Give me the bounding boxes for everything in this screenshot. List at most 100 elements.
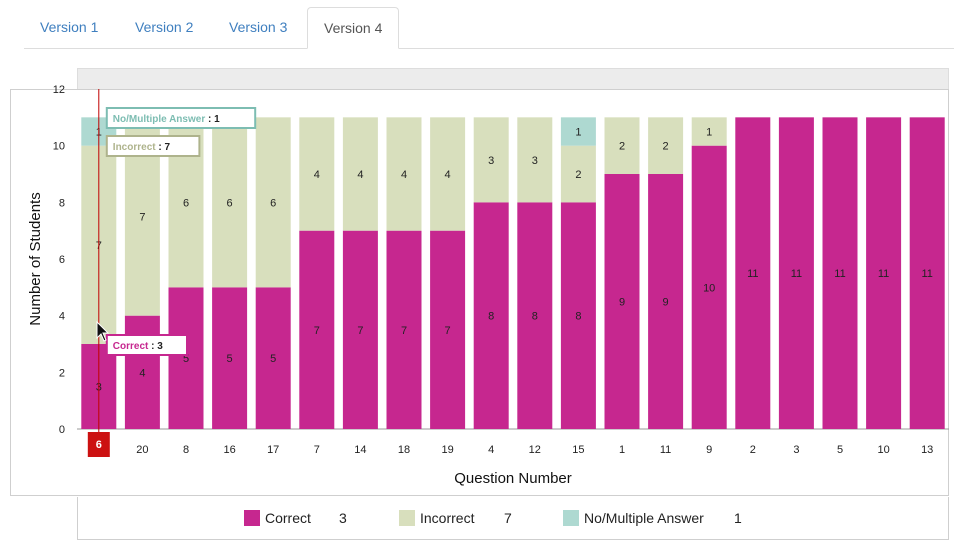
legend-label-correct: Correct xyxy=(265,510,311,526)
data-label-correct: 7 xyxy=(357,325,363,337)
tooltip-value: : 7 xyxy=(156,142,171,153)
data-label-incorrect: 2 xyxy=(619,141,625,153)
y-tick-label: 10 xyxy=(53,141,65,153)
legend-swatch-no-answer xyxy=(563,510,579,526)
x-tick-label: 3 xyxy=(793,444,799,456)
x-tick-label: 6 xyxy=(96,439,102,451)
x-tick-label: 4 xyxy=(488,444,494,456)
tooltip-box xyxy=(105,107,257,129)
x-tick-label: 18 xyxy=(398,444,410,456)
data-label-incorrect: 4 xyxy=(314,169,320,181)
tooltip-text: Incorrect : 7 xyxy=(113,142,171,153)
x-tick-label: 16 xyxy=(223,444,235,456)
legend-label-no-answer: No/Multiple Answer xyxy=(584,510,704,526)
data-label-incorrect: 2 xyxy=(575,169,581,181)
tooltip-value: : 1 xyxy=(205,114,220,125)
highlighted-x-tick-badge xyxy=(87,432,110,457)
bar-incorrect xyxy=(430,117,466,231)
data-label-correct: 11 xyxy=(791,268,802,280)
legend-value-no-answer: 1 xyxy=(734,510,742,526)
data-label-incorrect: 4 xyxy=(401,169,407,181)
tab-version-3[interactable]: Version 3 xyxy=(229,19,288,35)
tooltip-box xyxy=(105,334,188,356)
data-label-correct: 4 xyxy=(139,367,145,379)
data-label-correct: 9 xyxy=(619,297,625,309)
data-label-correct: 11 xyxy=(747,268,758,280)
bar-correct xyxy=(560,202,596,429)
tooltip-series: Correct xyxy=(113,341,149,352)
tooltip-box xyxy=(105,135,201,157)
legend-label-incorrect: Incorrect xyxy=(420,510,475,526)
x-axis-title: Question Number xyxy=(454,470,572,487)
tab-version-4[interactable]: Version 4 xyxy=(307,7,400,49)
y-tick-label: 12 xyxy=(53,84,65,96)
chart-panel xyxy=(10,89,949,496)
tooltip-correct: Correct : 3 xyxy=(105,334,188,356)
data-label-incorrect: 6 xyxy=(183,197,189,209)
x-tick-label: 14 xyxy=(354,444,366,456)
bar-correct xyxy=(604,174,640,429)
x-tick-label: 17 xyxy=(267,444,279,456)
data-label-incorrect: 2 xyxy=(663,141,669,153)
bar-correct xyxy=(909,117,945,429)
data-label-incorrect: 1 xyxy=(706,127,712,139)
mouse-cursor-icon xyxy=(96,320,110,342)
x-tick-label: 12 xyxy=(529,444,541,456)
x-tick-label: 8 xyxy=(183,444,189,456)
tooltip-incorrect: Incorrect : 7 xyxy=(105,135,201,157)
bar-correct xyxy=(822,117,858,429)
x-tick-label: 7 xyxy=(314,444,320,456)
x-tick-label: 11 xyxy=(660,444,671,456)
x-tick-label: 1 xyxy=(619,444,625,456)
data-label-correct: 8 xyxy=(532,311,538,323)
chart-header-strip xyxy=(77,68,949,89)
bar-incorrect xyxy=(691,117,727,146)
bar-incorrect xyxy=(386,117,422,231)
data-label-incorrect: 3 xyxy=(488,155,494,167)
tooltip-series: Incorrect xyxy=(113,142,156,153)
bar-no-answer xyxy=(560,117,596,146)
x-tick-label: 2 xyxy=(750,444,756,456)
x-tick-label: 20 xyxy=(136,444,148,456)
bar-correct xyxy=(168,287,204,429)
data-label-correct: 11 xyxy=(834,268,845,280)
bar-correct xyxy=(473,202,509,429)
bar-incorrect xyxy=(299,117,335,231)
bar-incorrect xyxy=(560,145,596,203)
legend-value-correct: 3 xyxy=(339,510,347,526)
bar-incorrect xyxy=(648,117,684,174)
data-label-no-answer: 1 xyxy=(575,127,581,139)
data-label-incorrect: 3 xyxy=(532,155,538,167)
legend-value-incorrect: 7 xyxy=(504,510,512,526)
tooltip-series: No/Multiple Answer xyxy=(113,114,206,125)
data-label-incorrect: 4 xyxy=(357,169,363,181)
x-tick-label: 5 xyxy=(837,444,843,456)
data-label-correct: 7 xyxy=(401,325,407,337)
bar-correct xyxy=(386,230,422,429)
tooltip-no-multiple-answer: No/Multiple Answer : 1 xyxy=(105,107,257,129)
data-label-correct: 7 xyxy=(314,325,320,337)
bar-incorrect xyxy=(517,117,553,203)
bar-correct xyxy=(255,287,291,429)
tab-version-2[interactable]: Version 2 xyxy=(135,19,194,35)
bar-correct xyxy=(866,117,902,429)
bar-correct xyxy=(299,230,335,429)
bar-correct xyxy=(735,117,771,429)
tooltip-value: : 3 xyxy=(148,341,163,352)
data-label-incorrect: 6 xyxy=(270,197,276,209)
x-tick-label: 9 xyxy=(706,444,712,456)
bar-correct xyxy=(212,287,248,429)
stacked-bar-chart: 0246810123716472056856165617747741474187… xyxy=(27,84,949,487)
x-tick-label: 10 xyxy=(877,444,889,456)
data-label-correct: 11 xyxy=(878,268,889,280)
bar-correct xyxy=(691,145,727,429)
data-label-correct: 5 xyxy=(227,353,233,365)
tooltip-text: Correct : 3 xyxy=(113,341,163,352)
data-label-incorrect: 6 xyxy=(227,197,233,209)
version-tabs: Version 1 Version 2 Version 3 Version 4 xyxy=(24,7,954,49)
bar-correct xyxy=(778,117,814,429)
tab-version-1[interactable]: Version 1 xyxy=(40,19,99,35)
bar-incorrect xyxy=(604,117,640,174)
bar-correct xyxy=(430,230,466,429)
data-label-incorrect: 7 xyxy=(139,212,145,224)
